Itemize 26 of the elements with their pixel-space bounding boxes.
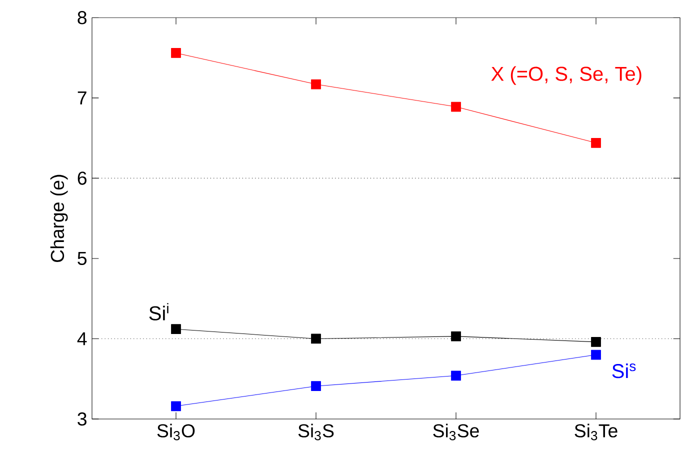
point <box>451 331 461 342</box>
point <box>171 401 181 412</box>
series-label: Si$^{i}$ <box>149 303 168 320</box>
point <box>171 324 181 334</box>
x-tick-label: Si$_{3}$Se <box>433 424 479 440</box>
x-tick-label: Si$_{3}$S <box>298 424 334 440</box>
point <box>311 381 321 392</box>
x-tick-label: Si$_{3}$O <box>157 424 195 440</box>
y-tick-label: 8 <box>78 11 86 24</box>
point <box>171 48 181 58</box>
point <box>451 102 461 112</box>
point <box>591 350 601 360</box>
point <box>311 79 321 90</box>
y-tick-label: 7 <box>78 92 86 104</box>
y-tick-label: 6 <box>78 172 86 185</box>
point <box>591 337 601 347</box>
y-tick-label: 3 <box>78 412 86 426</box>
point <box>311 334 321 344</box>
point <box>591 138 601 148</box>
y-tick-label: 4 <box>77 332 87 346</box>
x-tick-label: Si$_{3}$Te <box>574 424 618 440</box>
series-label: X (=O, S, Se, Te) <box>491 66 642 85</box>
y-axis-title: Charge (e) <box>50 174 68 262</box>
y-tick-label: 5 <box>78 252 87 265</box>
series-label: Si$^{s}$ <box>612 364 636 378</box>
point <box>451 370 461 381</box>
